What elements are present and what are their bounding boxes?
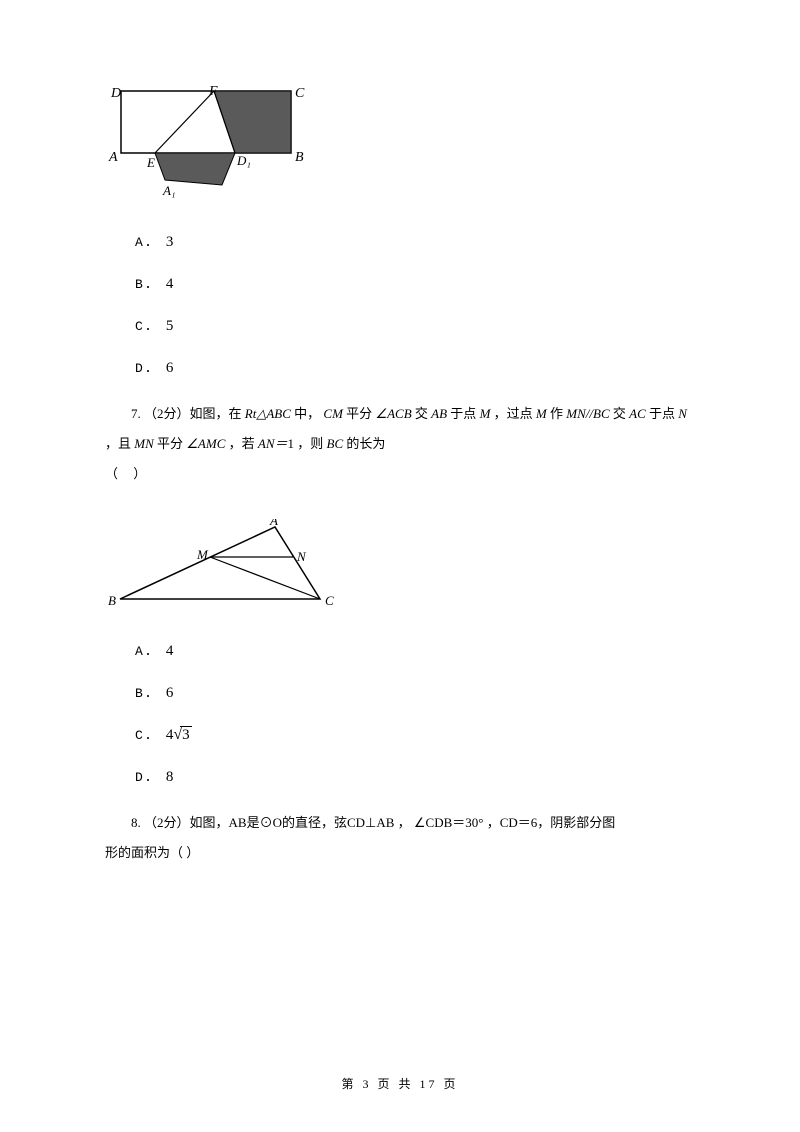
q6-option-a: A．3 [135,231,695,251]
svg-text:C: C [295,86,305,101]
svg-text:A: A [269,519,278,528]
q6-option-b: B．4 [135,273,695,293]
q6-option-c: C．5 [135,315,695,335]
q6-option-d: D．6 [135,357,695,377]
svg-text:D: D [110,86,121,101]
svg-text:F: F [208,85,218,99]
question-7: 7. （2分）如图，在 Rt△ABC 中， CM 平分 ∠ACB 交 AB 于点… [105,399,695,489]
q7-option-b: B．6 [135,682,695,702]
svg-text:A: A [108,150,118,165]
page-footer: 第 3 页 共 17 页 [0,1075,800,1092]
svg-text:D₁: D₁ [236,153,251,168]
q7-option-d: D．8 [135,766,695,786]
figure-q7: A M N B C [105,519,695,618]
svg-text:B: B [108,593,116,608]
q6-diagram-svg: D F C A E D₁ B A₁ [105,85,310,205]
svg-text:A₁: A₁ [162,183,175,198]
q7-option-a: A．4 [135,640,695,660]
svg-text:C: C [325,593,334,608]
svg-text:E: E [146,155,155,170]
question-8: 8. （2分）如图，AB是⊙O的直径，弦CD⊥AB ， ∠CDB＝30° ，CD… [105,808,695,868]
svg-text:B: B [295,150,304,165]
figure-q6: D F C A E D₁ B A₁ [105,85,695,209]
svg-text:N: N [296,549,307,564]
q7-option-c: C．43 [135,724,695,744]
svg-text:M: M [196,547,209,562]
q7-diagram-svg: A M N B C [105,519,345,614]
